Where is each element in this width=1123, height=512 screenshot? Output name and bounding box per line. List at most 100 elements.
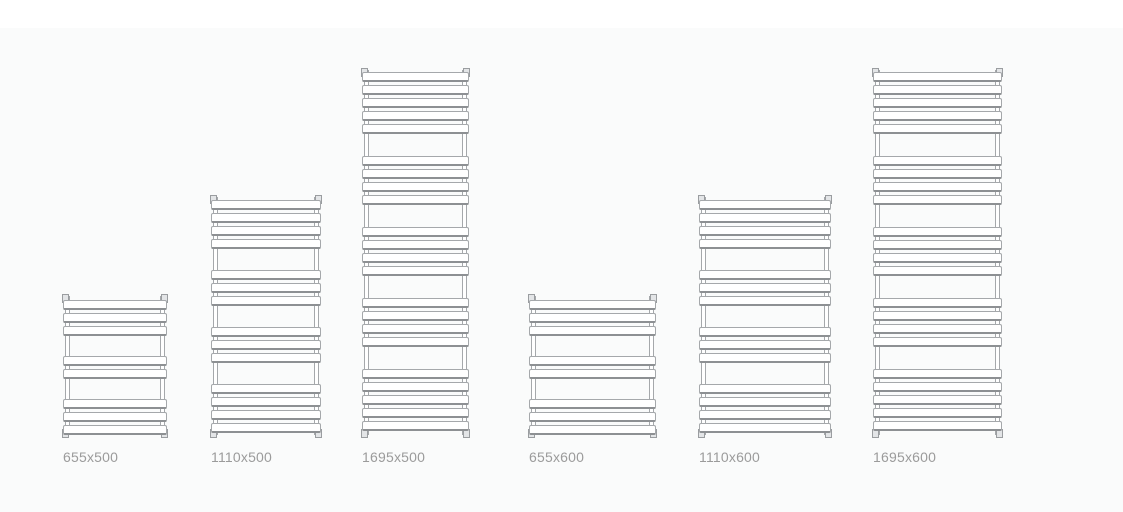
rail-bar bbox=[362, 395, 469, 405]
rail-bar bbox=[362, 227, 469, 237]
rail-bar bbox=[699, 327, 831, 337]
rail-bar bbox=[362, 240, 469, 250]
rail-bar bbox=[699, 226, 831, 236]
rail-bar bbox=[362, 124, 469, 134]
rail-bar bbox=[362, 72, 469, 82]
rail-bar bbox=[873, 111, 1002, 121]
rail-bar bbox=[699, 340, 831, 350]
rail-bar bbox=[873, 85, 1002, 95]
radiator-variant-1695x600[interactable]: 1695x600 bbox=[872, 68, 1003, 467]
rail-bar bbox=[211, 283, 321, 293]
size-label: 655x500 bbox=[63, 449, 119, 465]
rail-bar bbox=[63, 300, 167, 310]
rail-bar bbox=[699, 213, 831, 223]
rail-bar bbox=[362, 311, 469, 321]
rail-bar bbox=[63, 399, 167, 409]
rail-bar bbox=[873, 324, 1002, 334]
rail-bar bbox=[699, 270, 831, 280]
rail-bar bbox=[873, 369, 1002, 379]
size-label: 1695x600 bbox=[873, 449, 937, 465]
rail-bar bbox=[211, 397, 321, 407]
rail-bar bbox=[362, 337, 469, 347]
rail-bar bbox=[873, 253, 1002, 263]
rail-bar bbox=[873, 266, 1002, 276]
rail-bar bbox=[63, 326, 167, 336]
rail-bar bbox=[63, 313, 167, 323]
rail-bar bbox=[529, 369, 656, 379]
rail-bar bbox=[873, 298, 1002, 308]
size-label: 1110x600 bbox=[699, 449, 761, 465]
rail-bar bbox=[873, 408, 1002, 418]
rail-bar bbox=[529, 313, 656, 323]
rail-bar bbox=[873, 124, 1002, 134]
rail-bar bbox=[362, 324, 469, 334]
rail-bar bbox=[873, 72, 1002, 82]
rail-bar bbox=[873, 337, 1002, 347]
rail-bar bbox=[362, 253, 469, 263]
rail-bar bbox=[529, 300, 656, 310]
rail-bar bbox=[211, 239, 321, 249]
rail-bar bbox=[63, 412, 167, 422]
rail-bar bbox=[873, 169, 1002, 179]
rail-bar bbox=[211, 200, 321, 210]
radiator-variant-655x600[interactable]: 655x600 bbox=[528, 294, 657, 467]
rail-bar bbox=[362, 408, 469, 418]
rail-bar bbox=[529, 356, 656, 366]
rail-bar bbox=[211, 423, 321, 433]
rail-bar bbox=[699, 423, 831, 433]
rail-bar bbox=[699, 397, 831, 407]
rail-bar bbox=[873, 156, 1002, 166]
rail-bar bbox=[699, 200, 831, 210]
rail-bar bbox=[699, 410, 831, 420]
rail-bar bbox=[699, 239, 831, 249]
size-label: 1110x500 bbox=[211, 449, 273, 465]
rail-bar bbox=[362, 382, 469, 392]
rail-bar bbox=[362, 98, 469, 108]
rail-bar bbox=[211, 296, 321, 306]
rail-bar bbox=[873, 182, 1002, 192]
rail-bar bbox=[699, 384, 831, 394]
rail-bar bbox=[873, 382, 1002, 392]
rail-bar bbox=[211, 410, 321, 420]
rail-bar bbox=[63, 369, 167, 379]
radiator-variant-655x500[interactable]: 655x500 bbox=[62, 294, 168, 467]
rail-bar bbox=[362, 156, 469, 166]
rail-bar bbox=[211, 327, 321, 337]
rail-bar bbox=[362, 421, 469, 431]
rail-bar bbox=[699, 353, 831, 363]
rail-bar bbox=[211, 270, 321, 280]
rail-bar bbox=[362, 169, 469, 179]
rail-bar bbox=[362, 369, 469, 379]
rail-bar bbox=[362, 111, 469, 121]
rail-bar bbox=[873, 195, 1002, 205]
rail-bar bbox=[873, 395, 1002, 405]
rail-bar bbox=[362, 182, 469, 192]
rail-bar bbox=[873, 311, 1002, 321]
rail-bar bbox=[873, 421, 1002, 431]
rail-bar bbox=[529, 412, 656, 422]
size-label: 1695x500 bbox=[362, 449, 426, 465]
rail-bar bbox=[873, 240, 1002, 250]
rail-bar bbox=[211, 384, 321, 394]
radiator-variant-1695x500[interactable]: 1695x500 bbox=[361, 68, 470, 467]
rail-bar bbox=[63, 425, 167, 435]
radiator-variant-1110x600[interactable]: 1110x600 bbox=[698, 195, 832, 467]
rail-bar bbox=[362, 195, 469, 205]
page-top-strip bbox=[0, 0, 1123, 28]
size-label: 655x600 bbox=[529, 449, 585, 465]
rail-bar bbox=[211, 340, 321, 350]
rail-bar bbox=[699, 283, 831, 293]
rail-bar bbox=[362, 298, 469, 308]
rail-bar bbox=[529, 326, 656, 336]
rail-bar bbox=[211, 353, 321, 363]
rail-bar bbox=[362, 85, 469, 95]
rail-bar bbox=[211, 213, 321, 223]
radiator-variant-1110x500[interactable]: 1110x500 bbox=[210, 195, 322, 467]
rail-bar bbox=[362, 266, 469, 276]
rail-bar bbox=[873, 98, 1002, 108]
rail-bar bbox=[63, 356, 167, 366]
rail-bar bbox=[873, 227, 1002, 237]
rail-bar bbox=[529, 425, 656, 435]
